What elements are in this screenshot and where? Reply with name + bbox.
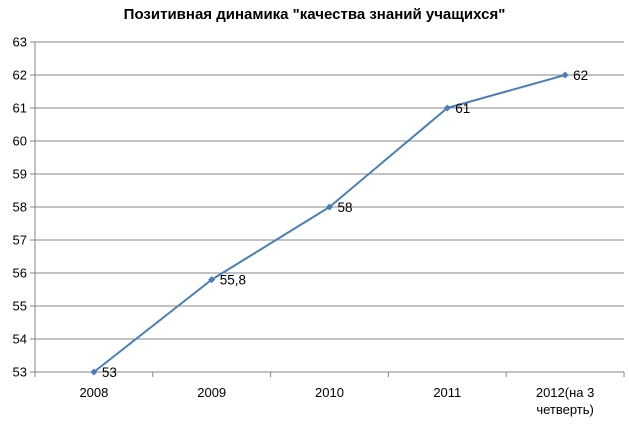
series-line bbox=[93, 74, 566, 373]
data-point bbox=[443, 104, 451, 112]
y-tick-label: 62 bbox=[13, 68, 27, 83]
y-tick-label: 60 bbox=[13, 134, 27, 149]
data-label: 53 bbox=[102, 365, 117, 380]
data-label: 55,8 bbox=[220, 273, 246, 288]
y-tick-label: 61 bbox=[13, 101, 27, 116]
data-label: 62 bbox=[573, 68, 588, 83]
x-tick-label: 2011 bbox=[433, 385, 461, 400]
x-tick-label: 2012(на 3 четверть) bbox=[536, 385, 595, 417]
y-tick-label: 54 bbox=[13, 332, 27, 347]
x-tick-label: 2009 bbox=[197, 385, 226, 400]
y-tick-label: 58 bbox=[13, 200, 27, 215]
chart-title: Позитивная динамика "качества знаний уча… bbox=[123, 6, 506, 23]
data-label: 61 bbox=[455, 101, 470, 116]
data-label: 58 bbox=[338, 200, 353, 215]
y-tick-label: 55 bbox=[13, 299, 27, 314]
data-point bbox=[326, 203, 333, 211]
y-tick-label: 56 bbox=[13, 266, 27, 281]
data-point bbox=[208, 276, 216, 284]
x-tick-label: 2010 bbox=[315, 385, 344, 400]
y-tick-label: 63 bbox=[13, 35, 27, 50]
y-tick-label: 53 bbox=[13, 365, 27, 380]
x-tick-label: 2008 bbox=[79, 385, 108, 400]
data-point bbox=[90, 368, 98, 376]
data-point bbox=[561, 71, 569, 79]
y-tick-label: 59 bbox=[13, 167, 27, 182]
y-tick-label: 57 bbox=[13, 233, 27, 248]
